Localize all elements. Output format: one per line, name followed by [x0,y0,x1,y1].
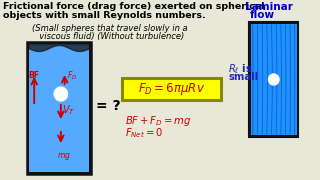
Bar [27,42,91,174]
Text: $F_{Net} = 0$: $F_{Net} = 0$ [124,126,163,140]
Text: objects with small Reynolds numbers.: objects with small Reynolds numbers. [3,11,206,20]
Text: Laminar: Laminar [245,2,293,12]
Text: $mg$: $mg$ [57,151,71,162]
Text: flow: flow [250,10,275,20]
Text: (Small spheres that travel slowly in a: (Small spheres that travel slowly in a [31,24,187,33]
Text: $BF + F_D = mg$: $BF + F_D = mg$ [124,114,191,128]
Text: BF: BF [28,71,39,80]
Text: $V_T$: $V_T$ [62,103,75,117]
Text: $R_\ell$ is: $R_\ell$ is [228,62,252,76]
Bar [251,24,297,135]
Text: = ?: = ? [96,99,121,113]
Text: $F_D = 6\pi\mu Rv$: $F_D = 6\pi\mu Rv$ [138,81,205,97]
Bar [122,78,221,100]
Circle shape [54,87,68,101]
Text: Frictional force (drag force) exerted on spherical: Frictional force (drag force) exerted on… [3,2,264,11]
Text: $F_D$: $F_D$ [67,69,77,82]
Text: viscous fluid) (Without turbulence): viscous fluid) (Without turbulence) [34,32,184,41]
Text: small: small [228,72,258,82]
Bar [28,44,89,172]
Circle shape [268,74,279,85]
Bar [249,22,299,137]
